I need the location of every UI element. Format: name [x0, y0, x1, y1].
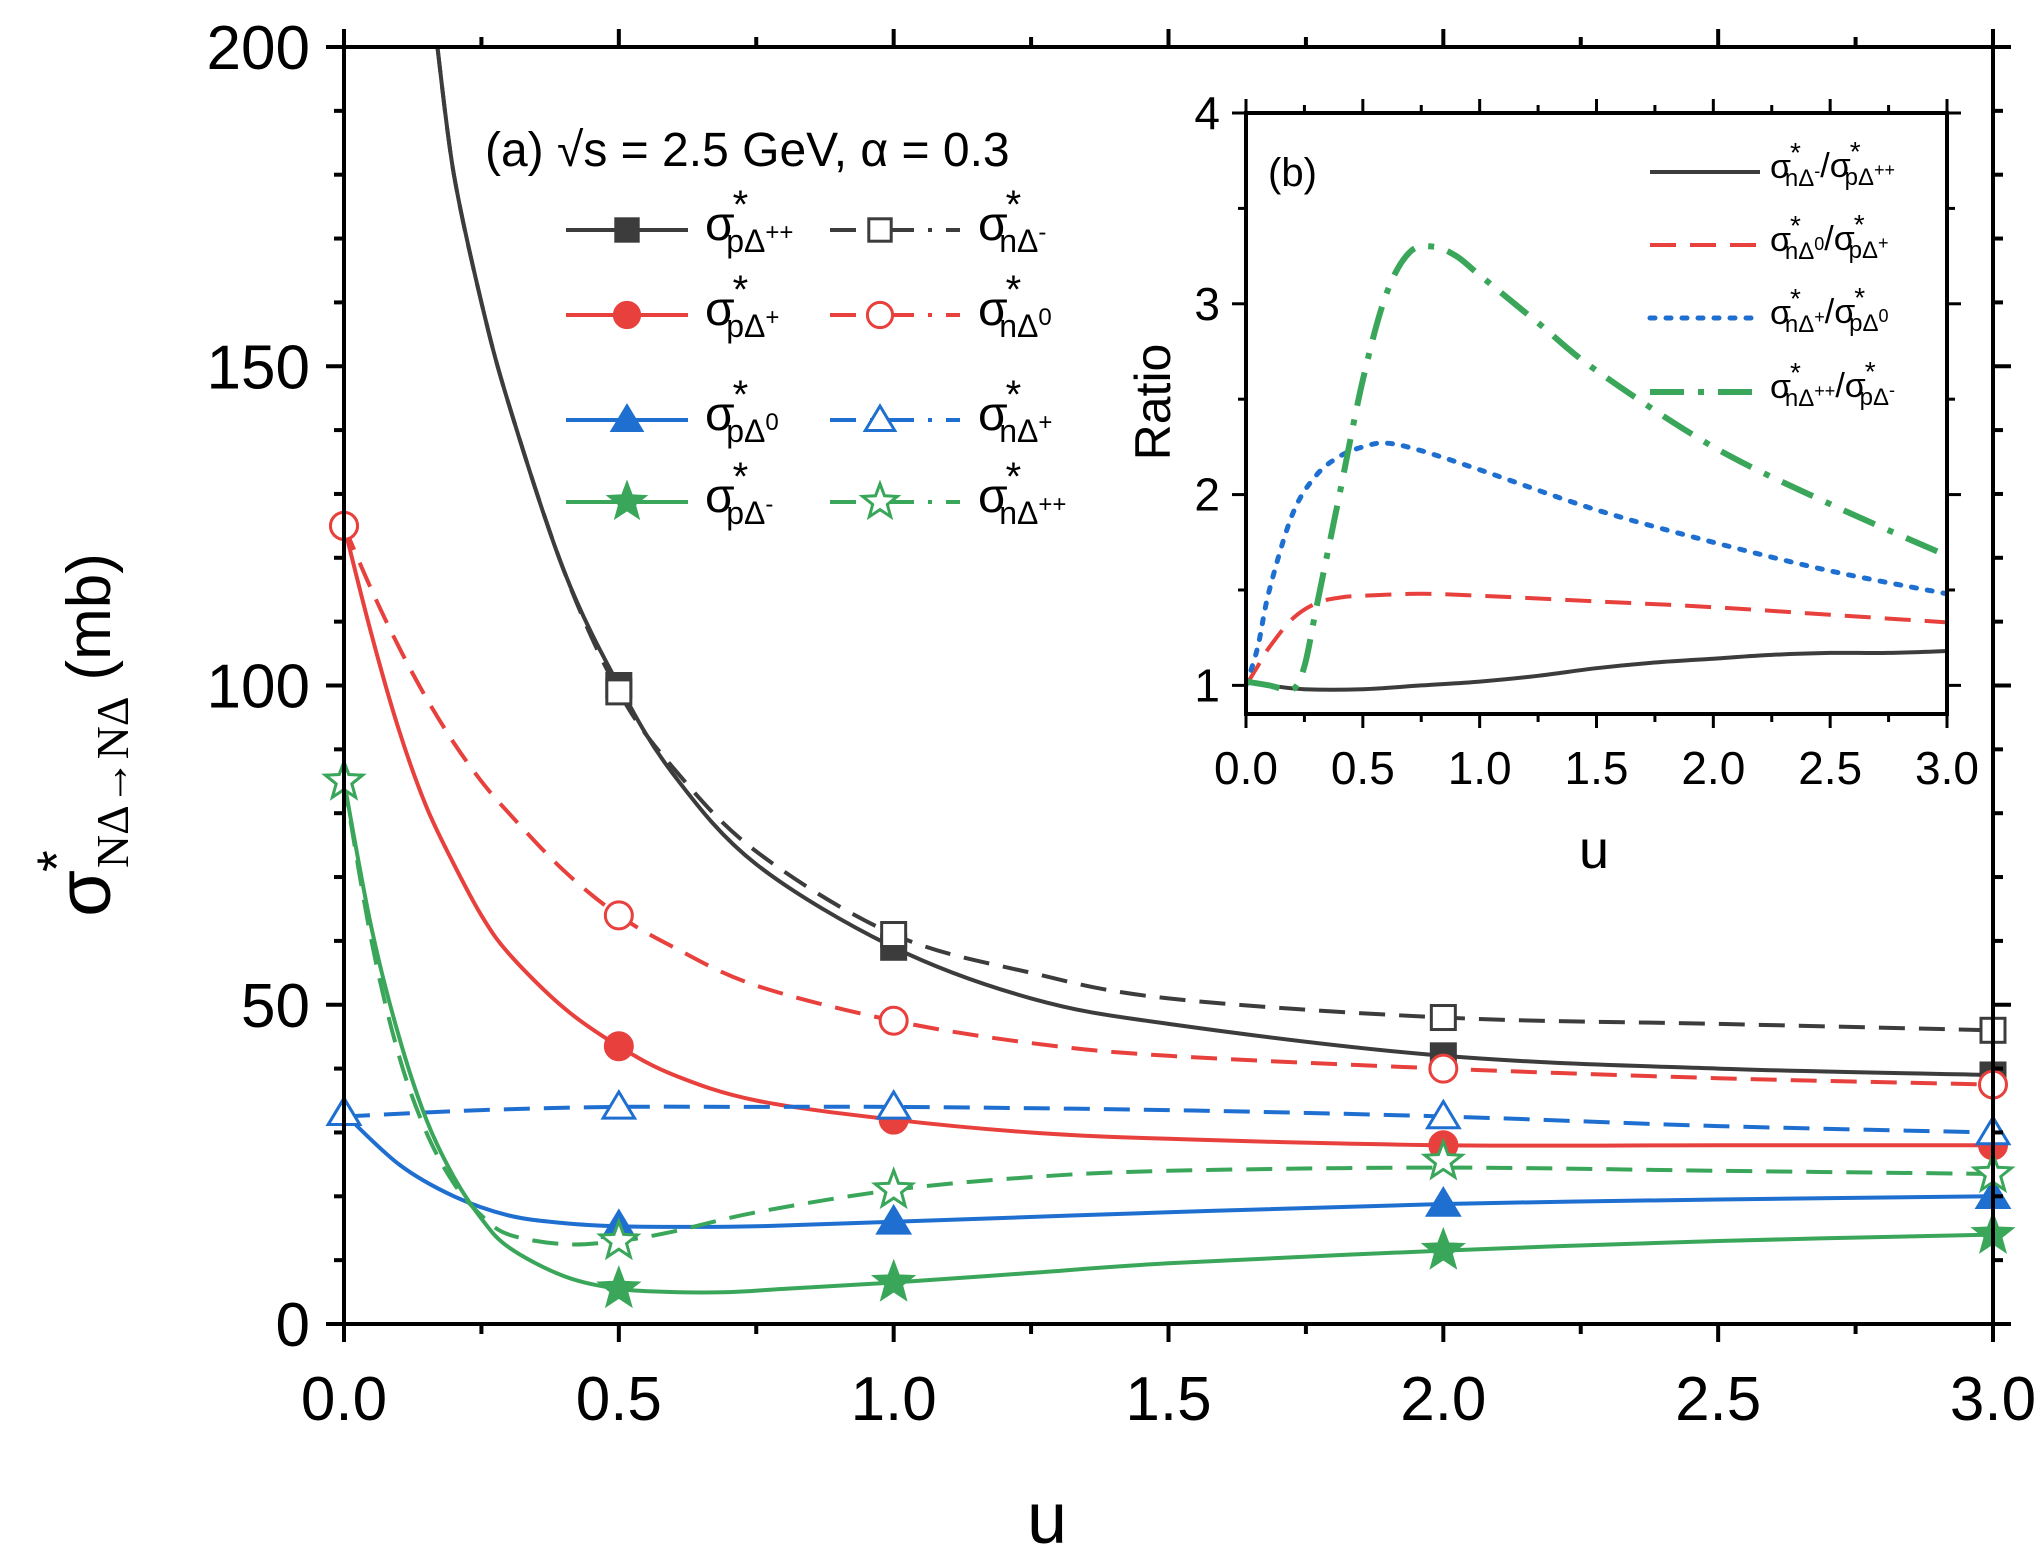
panel-a: 0.0 0.5 1.0 1.5 2.0 2.5 3.0 0 50 100 150 200 σ* pΔ++… [25, 14, 2036, 1559]
data-point-4-4 [1428, 1053, 1459, 1084]
b-legend-label-4: σ* nΔ++/σ* pΔ- [1770, 356, 1895, 412]
data-point-7-3 [870, 1258, 917, 1302]
legend-marker-8 [858, 479, 902, 521]
panel-a-legend: σ* pΔ++ σ* nΔ-σ* pΔ+ σ* nΔ0 σ* pΔ0 σ* nΔ+ σ* pΔ-σ* nΔ… [566, 183, 1066, 531]
data-point-8-2 [596, 1217, 642, 1261]
b-legend-label-1: σ* nΔ-/σ* pΔ++ [1770, 136, 1895, 192]
data-point-4-3 [878, 1005, 909, 1036]
data-point-8-4 [1420, 1137, 1467, 1181]
data-point-6-4 [1424, 1098, 1462, 1130]
legend-label-8: σ* nΔ++ [978, 455, 1066, 531]
data-point-5-3 [875, 1203, 913, 1235]
legend-marker-4 [865, 300, 895, 330]
b-x-tick-label: 0.0 [1214, 742, 1278, 794]
legend-label-5: σ* pΔ0 [705, 373, 779, 449]
b-x-tick-label: 1.0 [1448, 742, 1512, 794]
data-point-4-2 [603, 900, 634, 931]
panel-b-x-axis-label: u [1579, 820, 1609, 880]
panel-b-y-axis-label: Ratio [1125, 344, 1181, 461]
data-point-2-4 [1429, 1004, 1457, 1032]
x-tick-label: 0.0 [301, 1365, 387, 1434]
panel-a-x-axis-label: u [1027, 1479, 1067, 1559]
y-tick-label: 50 [241, 972, 310, 1041]
b-x-tick-label: 2.0 [1681, 742, 1745, 794]
y-label-star: * [25, 850, 88, 872]
x-tick-label: 1.0 [851, 1365, 937, 1434]
data-point-6-2 [600, 1088, 638, 1120]
panel-a-y-axis-label: σ*NΔ→NΔ (mb) [25, 553, 138, 917]
svg-text:σ*NΔ→NΔ(mb): σ*NΔ→NΔ (mb) [25, 553, 138, 917]
x-tick-label: 3.0 [1950, 1365, 2036, 1434]
b-x-tick-label: 0.5 [1331, 742, 1395, 794]
legend-marker-6 [862, 403, 898, 432]
panel-a-curves [344, 47, 1993, 1295]
y-label-unit: (mb) [55, 553, 124, 680]
ratio-line-2 [1246, 591, 1947, 687]
panel-a-annotation: (a) √s = 2.5 GeV, α = 0.3 [485, 124, 1010, 177]
legend-label-7: σ* pΔ- [705, 455, 773, 531]
data-point-2-2 [605, 678, 633, 706]
b-x-tick-label: 2.5 [1798, 742, 1862, 794]
y-tick-label: 100 [207, 653, 310, 722]
series-line-4 [344, 525, 1993, 1087]
panel-a-axes: 0.0 0.5 1.0 1.5 2.0 2.5 3.0 0 50 100 150 200 [207, 14, 2037, 1434]
b-y-tick-label: 2 [1194, 469, 1220, 521]
y-tick-label: 200 [207, 14, 310, 83]
legend-marker-2 [867, 217, 893, 243]
panel-b-lines [1246, 242, 1947, 694]
x-tick-label: 1.5 [1125, 1365, 1211, 1434]
data-point-7-2 [596, 1265, 642, 1309]
ratio-line-1 [1246, 649, 1947, 692]
series-line-2 [435, 47, 1993, 1033]
b-y-tick-label: 4 [1194, 87, 1220, 139]
y-label-subscript: NΔ→NΔ [87, 697, 138, 869]
y-tick-label: 0 [276, 1291, 310, 1360]
y-label-sigma: σ [42, 870, 127, 917]
panel-b-background [1166, 83, 1987, 874]
ratio-line-3 [1246, 440, 1947, 688]
legend-marker-3 [612, 300, 642, 330]
data-point-3-2 [603, 1031, 634, 1062]
data-point-7-4 [1420, 1226, 1466, 1270]
legend-marker-1 [614, 217, 640, 243]
legend-marker-7 [605, 479, 649, 521]
legend-label-2: σ* nΔ- [978, 183, 1046, 259]
data-point-5-4 [1424, 1186, 1462, 1217]
series-line-5 [344, 1111, 1993, 1229]
legend-label-6: σ* nΔ+ [978, 373, 1052, 449]
b-x-tick-label: 3.0 [1915, 742, 1979, 794]
ratio-line-4 [1246, 242, 1947, 694]
b-y-tick-label: 3 [1194, 278, 1220, 330]
panel-b-axes: 0.0 0.5 1.0 1.5 2.0 2.5 3.0 1 2 3 4 [1194, 87, 1979, 794]
data-point-6-3 [875, 1088, 913, 1120]
b-x-tick-label: 1.5 [1565, 742, 1629, 794]
x-tick-label: 2.0 [1400, 1365, 1486, 1434]
b-legend-label-3: σ* nΔ+/σ* pΔ0 [1770, 282, 1889, 338]
data-point-8-3 [870, 1166, 917, 1210]
b-y-tick-label: 1 [1194, 659, 1220, 711]
y-tick-label: 150 [207, 333, 310, 402]
legend-marker-5 [609, 403, 645, 432]
panel-b-curves [1166, 83, 1987, 874]
panel-b-annotation: (b) [1268, 151, 1317, 195]
b-legend-label-2: σ* nΔ0/σ* pΔ+ [1770, 209, 1889, 265]
legend-label-1: σ* pΔ++ [705, 183, 793, 259]
legend-label-3: σ* pΔ+ [705, 268, 779, 344]
series-line-3 [344, 525, 1993, 1148]
legend-label-4: σ* nΔ0 [978, 268, 1052, 344]
x-tick-label: 0.5 [576, 1365, 662, 1434]
x-tick-label: 2.5 [1675, 1365, 1761, 1434]
panel-b-legend: σ* nΔ-/σ* pΔ++ σ* nΔ0/σ* pΔ+ σ* nΔ+/σ* pΔ0 σ* nΔ++… [1647, 136, 1895, 412]
series-line-6 [344, 1104, 1993, 1135]
series-line-8 [344, 780, 1993, 1247]
data-point-2-3 [880, 921, 908, 949]
